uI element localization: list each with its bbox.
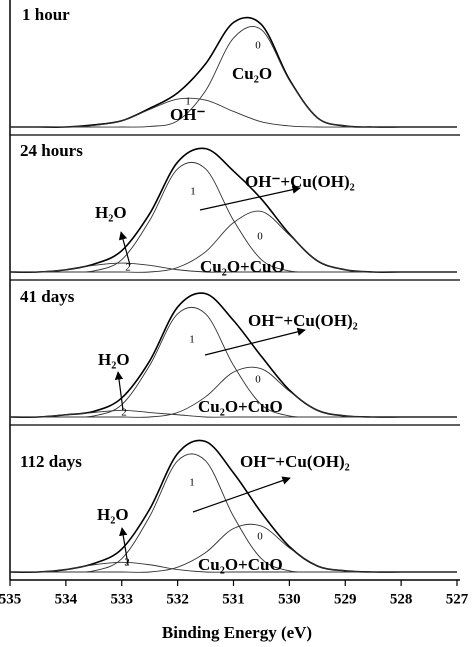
component-line [9, 561, 457, 573]
component-line [9, 409, 457, 418]
annotation: Cu₂O+CuO [198, 397, 283, 416]
peak-label: 0 [255, 40, 261, 52]
annotation: OH⁻+Cu(OH)₂ [245, 172, 355, 191]
component-line [9, 262, 457, 273]
panel-title: 112 days [20, 452, 82, 471]
x-tick-label: 527 [446, 591, 469, 607]
panel-title: 41 days [20, 287, 75, 306]
x-axis-label: Binding Energy (eV) [162, 623, 312, 642]
arrow [204, 327, 306, 356]
arrow [118, 231, 131, 266]
x-tick-label: 532 [166, 591, 189, 607]
annotation: OH⁻+Cu(OH)₂ [248, 311, 358, 330]
peak-label: 1 [189, 334, 195, 346]
component-line [10, 161, 457, 273]
annotation: H₂O [95, 203, 127, 222]
envelope-line [9, 147, 457, 273]
x-tick-label: 528 [390, 591, 413, 607]
arrow [114, 371, 124, 411]
peak-label: 1 [185, 96, 191, 108]
panel-title: 24 hours [20, 141, 83, 160]
annotation: Cu₂O [232, 64, 272, 83]
peak-label: 2 [121, 407, 127, 419]
peak-label: 1 [190, 186, 196, 198]
arrow [119, 527, 129, 566]
x-tick-label: 530 [278, 591, 301, 607]
peak-label: 1 [189, 477, 195, 489]
annotation: OH⁻ [170, 105, 205, 124]
peak-label: 0 [257, 531, 263, 543]
arrow [199, 185, 301, 211]
annotation: Cu₂O+CuO [198, 555, 283, 574]
x-tick-label: 533 [111, 591, 134, 607]
annotation: H₂O [97, 505, 129, 524]
peak-label: 2 [125, 262, 131, 274]
arrow [192, 476, 291, 513]
annotation: Cu₂O+CuO [200, 257, 285, 276]
x-tick-label: 534 [55, 591, 78, 607]
annotation: OH⁻+Cu(OH)₂ [240, 452, 350, 471]
x-tick-label: 529 [334, 591, 357, 607]
component-line [10, 97, 457, 128]
annotation: H₂O [98, 350, 130, 369]
x-tick-label: 535 [0, 591, 21, 607]
peak-label: 0 [255, 374, 261, 386]
peak-label: 0 [257, 231, 263, 243]
panel-title: 1 hour [22, 5, 70, 24]
x-tick-label: 531 [222, 591, 245, 607]
